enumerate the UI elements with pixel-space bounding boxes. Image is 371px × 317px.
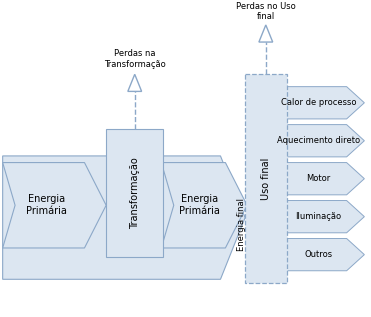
- Polygon shape: [286, 238, 364, 271]
- Polygon shape: [128, 74, 142, 91]
- Polygon shape: [161, 163, 247, 248]
- Text: Transformação: Transformação: [130, 158, 140, 229]
- Polygon shape: [259, 25, 273, 42]
- Text: Energia final: Energia final: [237, 198, 246, 251]
- Polygon shape: [3, 163, 106, 248]
- Bar: [245, 74, 286, 283]
- Text: Energia
Primária: Energia Primária: [178, 194, 220, 216]
- Text: Perdas no Uso
final: Perdas no Uso final: [236, 2, 296, 21]
- Polygon shape: [286, 201, 364, 233]
- Text: Motor: Motor: [306, 174, 331, 183]
- Text: Uso final: Uso final: [261, 158, 271, 200]
- Text: Energia
Primária: Energia Primária: [26, 194, 66, 216]
- Text: Outros: Outros: [305, 250, 332, 259]
- Polygon shape: [3, 156, 245, 279]
- Polygon shape: [286, 125, 364, 157]
- Text: Calor de processo: Calor de processo: [281, 98, 356, 107]
- Bar: [106, 129, 163, 257]
- Text: Iluminação: Iluminação: [295, 212, 342, 221]
- Polygon shape: [286, 87, 364, 119]
- Text: Aquecimento direto: Aquecimento direto: [277, 136, 360, 145]
- Polygon shape: [286, 163, 364, 195]
- Text: Perdas na
Transformação: Perdas na Transformação: [104, 49, 165, 68]
